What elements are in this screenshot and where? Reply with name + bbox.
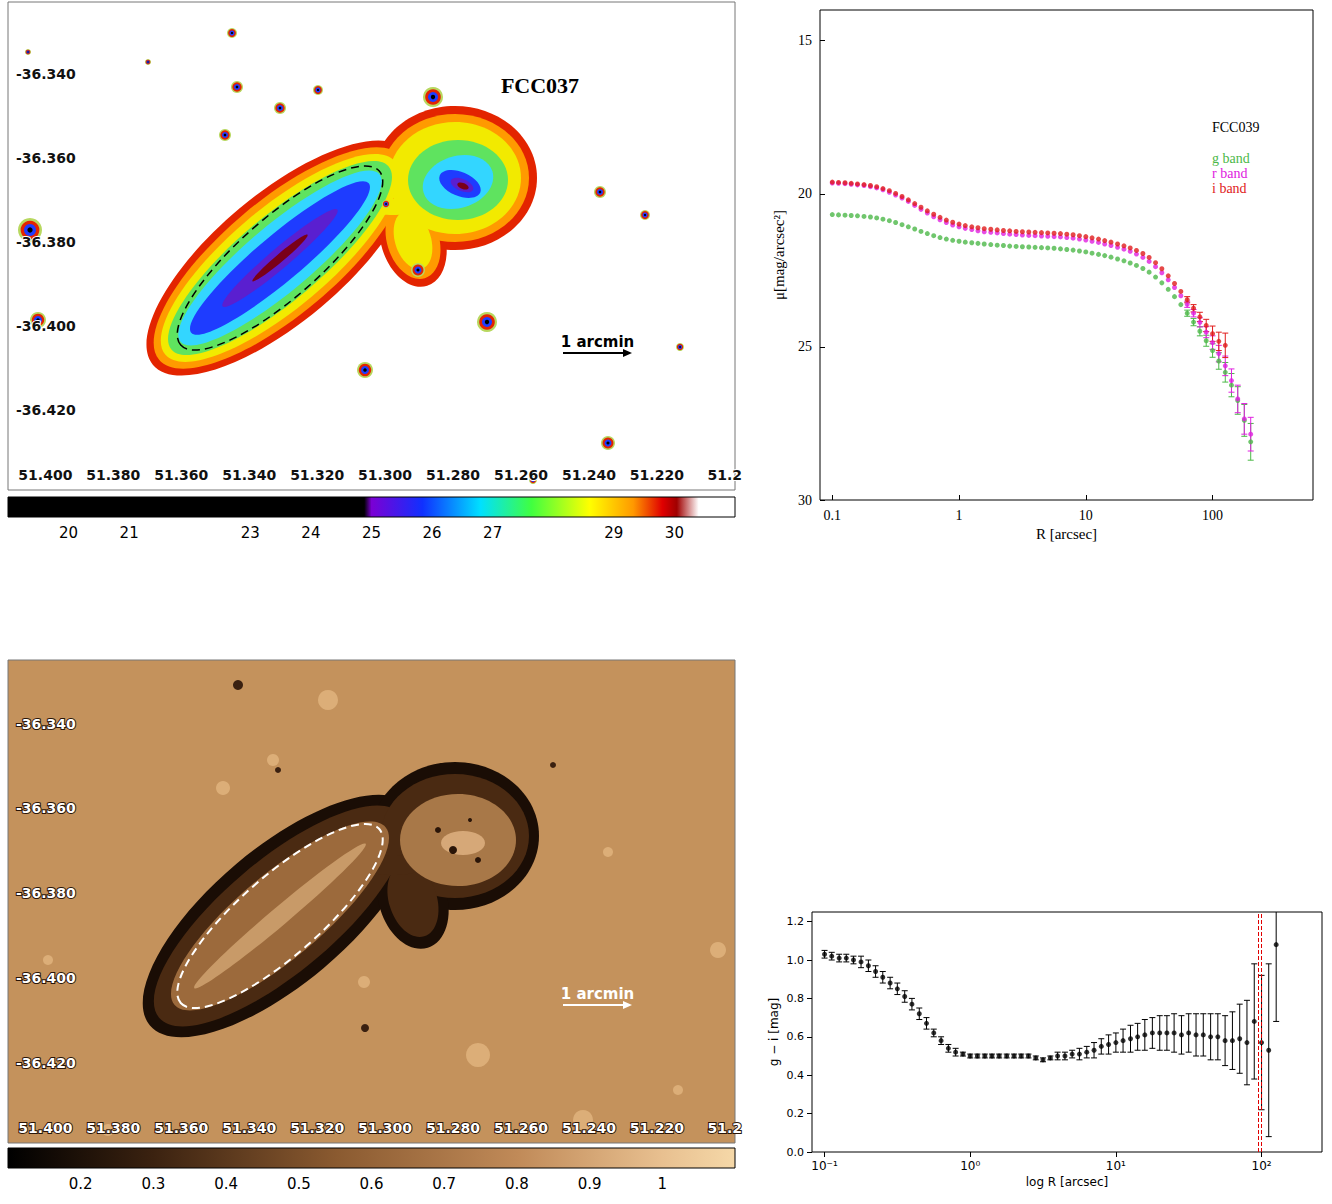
svg-text:10⁰: 10⁰	[960, 1159, 980, 1173]
svg-text:FCC037: FCC037	[501, 73, 579, 98]
svg-text:51.240: 51.240	[562, 1120, 616, 1136]
svg-text:0.3: 0.3	[141, 1175, 165, 1193]
svg-text:51.320: 51.320	[290, 467, 344, 483]
svg-text:10¹: 10¹	[1106, 1159, 1126, 1173]
svg-text:0.8: 0.8	[787, 992, 805, 1005]
svg-text:log R [arcsec]: log R [arcsec]	[1026, 1175, 1108, 1189]
svg-text:21: 21	[120, 524, 139, 542]
svg-text:-36.400: -36.400	[16, 970, 76, 986]
svg-text:29: 29	[604, 524, 623, 542]
svg-text:51.260: 51.260	[494, 467, 548, 483]
svg-text:51.2: 51.2	[708, 467, 743, 483]
svg-text:10²: 10²	[1252, 1159, 1272, 1173]
svg-text:51.260: 51.260	[494, 1120, 548, 1136]
svg-text:1.0: 1.0	[787, 954, 805, 967]
svg-text:i band: i band	[1212, 181, 1247, 196]
svg-text:μ[mag/arcsec²]: μ[mag/arcsec²]	[771, 210, 787, 300]
svg-text:1 arcmin: 1 arcmin	[561, 985, 635, 1003]
svg-text:g − i [mag]: g − i [mag]	[767, 998, 781, 1066]
svg-text:26: 26	[423, 524, 442, 542]
svg-text:51.400: 51.400	[18, 1120, 72, 1136]
svg-text:0.9: 0.9	[578, 1175, 602, 1193]
svg-text:-36.360: -36.360	[16, 150, 76, 166]
svg-text:-36.340: -36.340	[16, 66, 76, 82]
svg-text:15: 15	[798, 33, 812, 48]
svg-text:51.340: 51.340	[222, 467, 276, 483]
svg-text:20: 20	[59, 524, 78, 542]
svg-text:10⁻¹: 10⁻¹	[811, 1159, 838, 1173]
svg-text:0.1: 0.1	[824, 508, 842, 523]
svg-text:0.8: 0.8	[505, 1175, 529, 1193]
svg-text:51.400: 51.400	[18, 467, 72, 483]
svg-text:1 arcmin: 1 arcmin	[561, 333, 635, 351]
svg-text:-36.400: -36.400	[16, 318, 76, 334]
svg-text:30: 30	[798, 493, 812, 508]
svg-text:25: 25	[362, 524, 381, 542]
svg-text:30: 30	[665, 524, 684, 542]
svg-text:51.2: 51.2	[708, 1120, 743, 1136]
svg-text:10: 10	[1079, 508, 1093, 523]
svg-text:51.380: 51.380	[86, 467, 140, 483]
svg-text:51.340: 51.340	[222, 1120, 276, 1136]
svg-text:1: 1	[956, 508, 963, 523]
svg-text:-36.340: -36.340	[16, 716, 76, 732]
svg-text:100: 100	[1202, 508, 1223, 523]
svg-text:51.220: 51.220	[630, 467, 684, 483]
svg-text:-36.360: -36.360	[16, 800, 76, 816]
svg-text:0.2: 0.2	[69, 1175, 93, 1193]
svg-text:0.2: 0.2	[787, 1107, 805, 1120]
svg-text:0.5: 0.5	[287, 1175, 311, 1193]
svg-text:g band: g band	[1212, 151, 1250, 166]
svg-text:51.300: 51.300	[358, 1120, 412, 1136]
svg-text:1.2: 1.2	[787, 915, 805, 928]
svg-text:0.6: 0.6	[787, 1030, 805, 1043]
svg-text:51.320: 51.320	[290, 1120, 344, 1136]
svg-text:51.220: 51.220	[630, 1120, 684, 1136]
svg-text:1: 1	[658, 1175, 668, 1193]
svg-text:-36.420: -36.420	[16, 402, 76, 418]
svg-text:51.280: 51.280	[426, 1120, 480, 1136]
svg-text:51.360: 51.360	[154, 467, 208, 483]
svg-text:0.7: 0.7	[432, 1175, 456, 1193]
svg-text:-36.420: -36.420	[16, 1055, 76, 1071]
svg-text:0.6: 0.6	[360, 1175, 384, 1193]
svg-text:24: 24	[301, 524, 320, 542]
svg-text:0.4: 0.4	[787, 1069, 805, 1082]
svg-text:51.300: 51.300	[358, 467, 412, 483]
svg-text:51.240: 51.240	[562, 467, 616, 483]
svg-text:25: 25	[798, 339, 812, 354]
svg-text:R [arcsec]: R [arcsec]	[1036, 526, 1097, 542]
svg-text:51.360: 51.360	[154, 1120, 208, 1136]
svg-text:27: 27	[483, 524, 502, 542]
svg-text:20: 20	[798, 186, 812, 201]
svg-text:-36.380: -36.380	[16, 885, 76, 901]
svg-text:23: 23	[241, 524, 260, 542]
svg-text:0.0: 0.0	[787, 1146, 805, 1159]
svg-text:51.380: 51.380	[86, 1120, 140, 1136]
svg-text:51.280: 51.280	[426, 467, 480, 483]
svg-text:FCC039: FCC039	[1212, 120, 1259, 135]
svg-text:-36.380: -36.380	[16, 234, 76, 250]
svg-text:0.4: 0.4	[214, 1175, 238, 1193]
svg-text:r band: r band	[1212, 166, 1247, 181]
